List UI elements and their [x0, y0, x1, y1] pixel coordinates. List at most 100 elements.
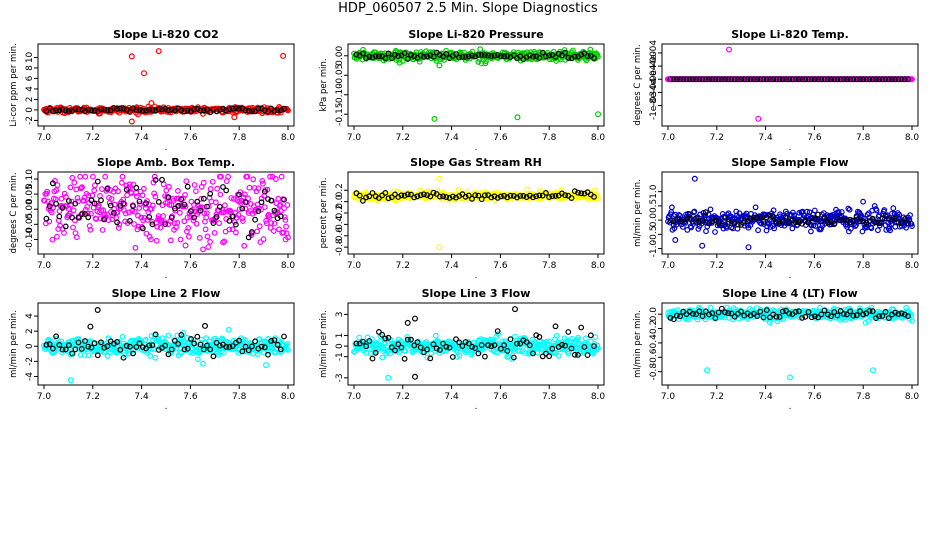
data-point: [136, 340, 143, 347]
data-point: [453, 51, 459, 57]
data-point: [246, 184, 253, 191]
data-point: [562, 192, 568, 199]
data-point: [404, 334, 411, 340]
data-point: [120, 200, 127, 207]
data-point: [845, 205, 852, 212]
data-point: [136, 198, 143, 205]
data-point: [282, 217, 289, 223]
data-point: [424, 53, 431, 60]
data-point: [382, 335, 389, 342]
data-point: [372, 349, 379, 356]
data-point: [281, 196, 287, 203]
data-point: [898, 76, 905, 83]
data-point: [562, 49, 568, 56]
data-point: [78, 346, 85, 352]
data-point: [88, 107, 95, 114]
data-point: [539, 353, 546, 360]
data-point: [200, 360, 206, 367]
data-point: [402, 348, 409, 354]
y-tick-label: -3: [335, 373, 345, 382]
outlier-point: [511, 306, 518, 313]
data-point: [754, 76, 760, 83]
outlier-point: [94, 307, 101, 314]
data-point: [857, 218, 863, 225]
data-point: [216, 220, 223, 227]
data-point: [587, 332, 594, 339]
data-point: [258, 343, 265, 350]
data-point: [731, 313, 738, 320]
x-tick-label: 7.4: [444, 133, 459, 143]
data-point: [122, 210, 129, 217]
data-point: [185, 233, 192, 240]
data-point: [707, 304, 714, 311]
data-point: [818, 76, 825, 83]
y-axis-label: kPa per min.: [319, 58, 329, 111]
data-point: [126, 350, 133, 357]
data-point: [427, 355, 434, 362]
data-point: [840, 311, 847, 317]
x-tick-label: 8.0: [905, 261, 920, 271]
data-point: [392, 52, 398, 58]
x-axis-label: .: [789, 402, 792, 412]
data-point: [456, 54, 463, 61]
data-point: [56, 107, 63, 114]
data-point: [498, 193, 504, 200]
data-point: [102, 173, 109, 180]
data-point: [229, 213, 236, 220]
data-point: [115, 225, 122, 231]
data-point: [207, 346, 214, 353]
data-point: [88, 344, 95, 351]
data-point: [443, 47, 450, 54]
data-point: [206, 338, 213, 345]
outlier-point: [436, 62, 443, 69]
data-point: [430, 341, 437, 348]
data-point: [866, 76, 873, 83]
data-point: [216, 342, 223, 349]
data-point: [369, 190, 376, 196]
data-point: [488, 343, 495, 350]
data-point: [853, 76, 860, 83]
data-point: [284, 202, 291, 208]
data-point: [837, 76, 844, 83]
data-point: [261, 107, 268, 114]
data-point: [270, 228, 277, 234]
data-point: [571, 53, 578, 60]
panel-3: Slope Li-820 Temp. 7.0 7.2 7.4 7.6 7.8 8.0. 4e-…: [633, 28, 919, 153]
data-point: [86, 223, 93, 229]
data-point: [686, 76, 693, 83]
data-point: [446, 194, 453, 201]
data-point: [281, 105, 287, 112]
data-point: [65, 108, 72, 114]
data-point: [685, 316, 692, 323]
data-point: [268, 220, 275, 226]
data-point: [875, 227, 881, 234]
data-point: [889, 76, 895, 83]
data-point: [175, 341, 182, 347]
outlier-point: [202, 322, 209, 329]
data-point: [185, 224, 192, 231]
data-point: [728, 310, 735, 317]
data-point: [549, 193, 556, 200]
data-point: [241, 191, 248, 198]
data-point: [149, 107, 156, 113]
data-point: [72, 346, 79, 353]
x-tick-label: 7.8: [542, 392, 557, 402]
data-point: [751, 214, 757, 221]
data-point: [728, 224, 735, 231]
data-point: [670, 213, 677, 219]
data-point: [702, 212, 709, 219]
plot-frame: [661, 43, 919, 127]
data-point: [245, 234, 252, 241]
data-point: [65, 198, 72, 204]
data-point: [792, 219, 799, 226]
y-tick-label: 3: [335, 312, 345, 318]
data-point: [475, 192, 482, 199]
data-point: [808, 76, 815, 83]
data-point: [896, 211, 902, 218]
data-point: [536, 334, 543, 340]
data-point: [184, 183, 191, 190]
data-point: [192, 188, 199, 195]
data-point: [552, 192, 559, 199]
data-point: [75, 106, 82, 113]
data-point: [236, 337, 243, 344]
